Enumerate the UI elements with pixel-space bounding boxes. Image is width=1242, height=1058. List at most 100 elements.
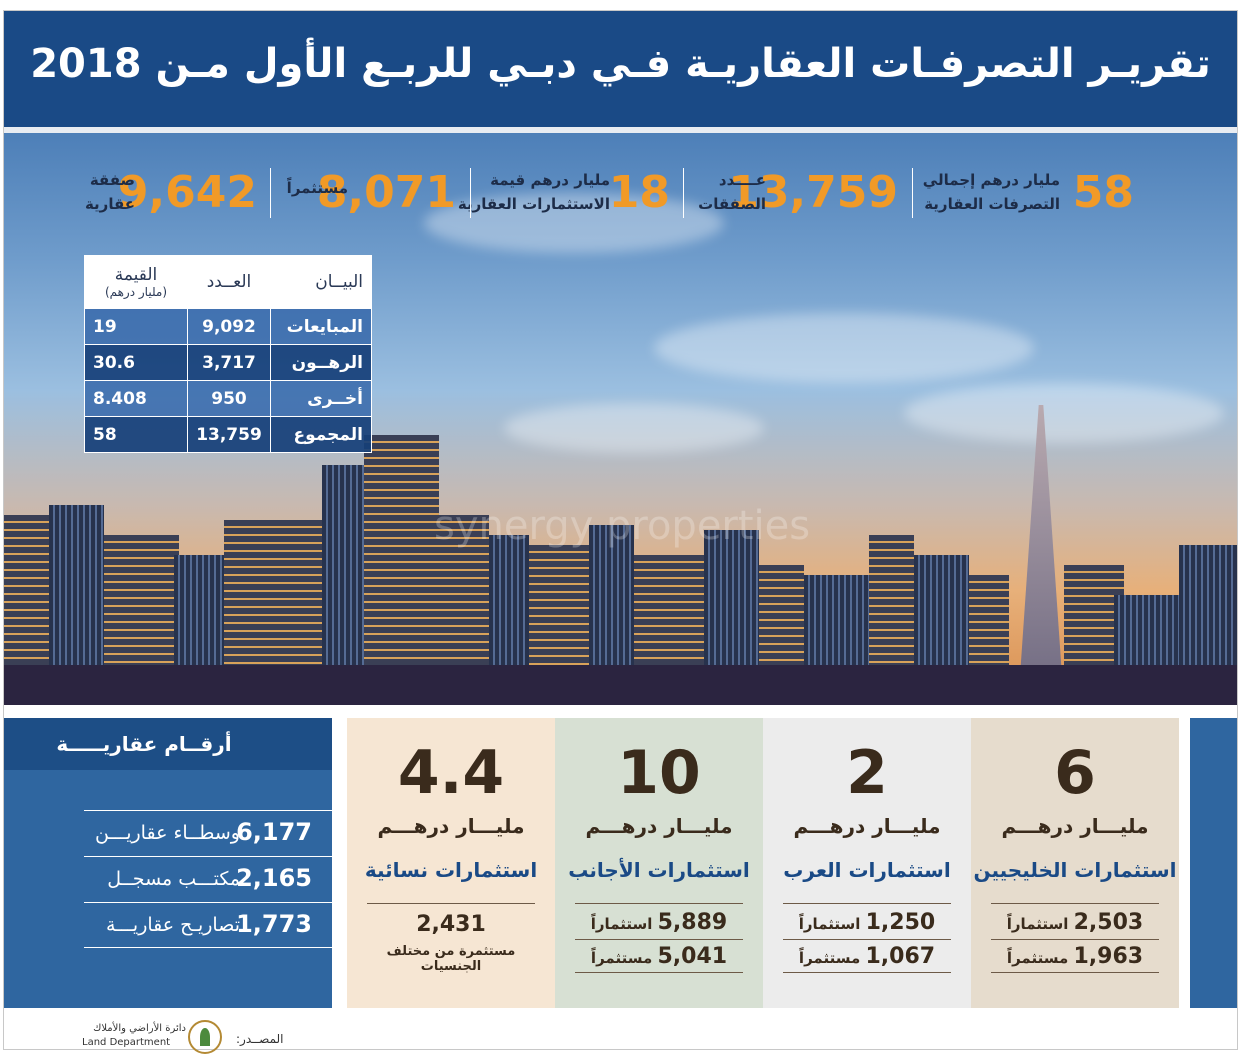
title-divider <box>4 127 1237 133</box>
panel-title: استثمارات نسائية <box>364 858 538 882</box>
panel-unit: مليـــار درهـــم <box>585 814 733 838</box>
divider <box>991 972 1159 973</box>
figure-label: تصاريـح عقاريـــة <box>106 914 240 936</box>
row-count: 9,092 <box>187 308 271 345</box>
divider <box>470 168 471 218</box>
figure-number: 6,177 <box>236 818 312 846</box>
panel-stat-number: 1,963 <box>1073 944 1144 969</box>
cloud <box>504 403 764 453</box>
logo-text-english: Land Department <box>82 1037 171 1048</box>
row-label: الرهــون <box>270 344 372 381</box>
stat-label: الاستثمارات العقارية <box>457 195 610 213</box>
panel-stat-row: 1,963 مستثمراً <box>991 944 1159 969</box>
row-label: أخــرى <box>270 380 372 417</box>
panel-stat-number: 5,041 <box>657 944 728 969</box>
column-header: البيــان <box>270 255 372 309</box>
divider <box>783 939 951 940</box>
panel-stat-label: استثماراً <box>798 915 861 933</box>
panel-title: استثمارات الأجانب <box>568 858 750 882</box>
stat-label: مليار درهم إجمالي <box>922 171 1060 189</box>
row-label: المجموع <box>270 416 372 453</box>
stat-label: التصرفات العقارية <box>924 195 1060 213</box>
watermark: synergy properties <box>434 503 811 549</box>
panel-stat-label: مستثمرة من مختلف الجنسيات <box>386 944 516 974</box>
row-value: 8.408 <box>84 380 188 417</box>
divider <box>270 168 271 218</box>
row-label: المبايعات <box>270 308 372 345</box>
divider <box>912 168 913 218</box>
panel-stat-label: مستثمراً <box>590 949 653 967</box>
panel-unit: مليـــار درهـــم <box>1001 814 1149 838</box>
row-count: 3,717 <box>187 344 271 381</box>
divider <box>575 972 743 973</box>
figure-number: 1,773 <box>236 910 312 938</box>
panel-stat-label: مستثمراً <box>798 949 861 967</box>
land-department-logo-icon <box>188 1020 222 1054</box>
divider <box>783 903 951 904</box>
stat-investors: 8,071 مستثمراً <box>276 165 466 221</box>
stat-label: مليار درهم قيمة <box>490 171 610 189</box>
cloud <box>654 313 1034 383</box>
panel-stat-row: 1,067 مستثمراً <box>783 944 951 969</box>
table-row: أخــرى 950 8.408 <box>84 380 372 417</box>
panel-women-investments: 4.4 مليـــار درهـــم استثمارات نسائية 2,… <box>347 718 555 1008</box>
figure-label: مكتـــب مسجــل <box>107 868 240 890</box>
cloud <box>424 193 724 253</box>
stat-property-deals: 9,642 صفقة عقارية <box>80 165 265 221</box>
column-header: القيمة (مليار درهم) <box>84 255 188 309</box>
stat-label: مستثمراً <box>286 179 348 197</box>
source-label: المصــدر: <box>236 1032 284 1046</box>
stat-label: عــــدد <box>718 171 766 189</box>
panel-stat-number: 5,889 <box>657 910 728 935</box>
table-row: المبايعات 9,092 19 <box>84 308 372 345</box>
panel-stat-number: 1,250 <box>865 910 936 935</box>
stat-value: 58 <box>1072 167 1134 218</box>
panel-value: 4.4 <box>397 738 505 808</box>
divider <box>575 939 743 940</box>
panel-stat-row: 5,889 استثماراً <box>575 910 743 935</box>
table-row: الرهــون 3,717 30.6 <box>84 344 372 381</box>
stat-value: 8,071 <box>316 167 456 218</box>
row-count: 13,759 <box>187 416 271 453</box>
section-heading: أرقــام عقاريـــــة <box>56 732 232 756</box>
stat-value: 9,642 <box>117 167 257 218</box>
divider <box>991 903 1159 904</box>
table-row: المجموع 13,759 58 <box>84 416 372 453</box>
panel-unit: مليـــار درهـــم <box>793 814 941 838</box>
divider <box>783 972 951 973</box>
panel-stat-number-row: 2,431 <box>367 912 535 937</box>
panel-unit: مليـــار درهـــم <box>377 814 525 838</box>
land-department-logo-text: دائرة الأراضي والأملاك Land Department <box>82 1022 186 1050</box>
logo-text-arabic: دائرة الأراضي والأملاك <box>93 1023 186 1034</box>
decorative-strip <box>1190 718 1237 1008</box>
column-header: العــدد <box>187 255 271 309</box>
stat-label: عقارية <box>84 195 135 213</box>
stat-label: الصفقات <box>698 195 766 213</box>
panel-stat-row: 2,503 استثماراً <box>991 910 1159 935</box>
panel-stat-row: 5,041 مستثمراً <box>575 944 743 969</box>
panel-stat-label: استثماراً <box>590 915 653 933</box>
panel-value: 10 <box>617 738 701 808</box>
panel-arab-investments: 2 مليـــار درهـــم استثمارات العرب 1,250… <box>763 718 971 1008</box>
row-value: 30.6 <box>84 344 188 381</box>
divider <box>575 903 743 904</box>
panel-title: استثمارات العرب <box>783 858 951 882</box>
table-header-row: البيــان العــدد القيمة (مليار درهم) <box>84 255 372 309</box>
stat-label: صفقة <box>89 171 135 189</box>
column-header-unit: (مليار درهم) <box>104 285 168 299</box>
transactions-table: البيــان العــدد القيمة (مليار درهم) الم… <box>84 255 372 453</box>
row-value: 19 <box>84 308 188 345</box>
divider <box>367 903 535 904</box>
column-header-label: القيمة <box>114 265 158 285</box>
row-count: 950 <box>187 380 271 417</box>
stat-value: 18 <box>608 167 670 218</box>
panel-value: 2 <box>846 738 888 808</box>
panel-stat-label: مستثمراً <box>1006 949 1069 967</box>
figure-row: 1,773 تصاريـح عقاريـــة <box>84 902 332 948</box>
title-bar: تقريـر التصرفـات العقاريـة فـي دبـي للرب… <box>4 11 1237 127</box>
stat-deals-count: 13,759 عــــدد الصفقات <box>688 165 908 221</box>
cloud <box>904 383 1224 443</box>
figure-number: 2,165 <box>236 864 312 892</box>
row-value: 58 <box>84 416 188 453</box>
panel-foreign-investments: 10 مليـــار درهـــم استثمارات الأجانب 5,… <box>555 718 763 1008</box>
